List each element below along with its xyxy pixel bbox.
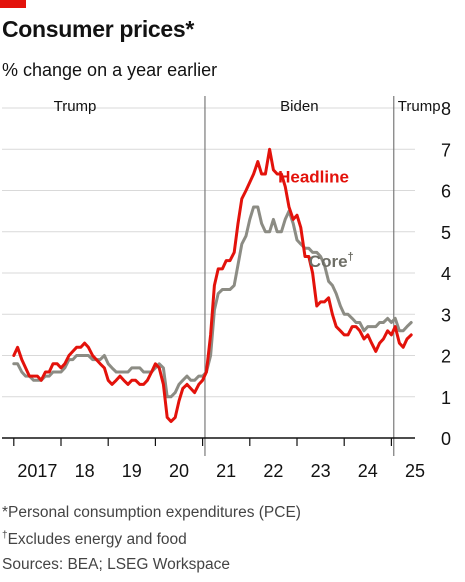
footnote-pce: *Personal consumption expenditures (PCE)	[2, 504, 301, 521]
x-tick-label: 18	[75, 461, 95, 481]
series-lines	[12, 147, 413, 423]
x-tick-label: 19	[122, 461, 142, 481]
x-tick-label: 23	[311, 461, 331, 481]
era-annotations: Trump Biden Trump	[54, 96, 441, 456]
x-tick-label: 22	[263, 461, 283, 481]
dagger-mark: †	[2, 530, 8, 541]
y-tick-label: 4	[441, 264, 451, 284]
core-line	[12, 205, 413, 399]
era-label: Trump	[398, 98, 441, 115]
x-tick-label: 25	[405, 461, 425, 481]
y-tick-label: 6	[441, 182, 451, 202]
headline-label: Headline	[278, 167, 349, 186]
era-label: Trump	[54, 98, 97, 115]
dagger-mark: †	[348, 251, 354, 263]
core-label: Core†	[309, 251, 354, 271]
x-tick-label: 21	[216, 461, 236, 481]
y-tick-label: 3	[441, 305, 451, 325]
chart-subtitle: % change on a year earlier	[2, 60, 218, 80]
series-labels: Headline Core†	[278, 167, 354, 271]
y-tick-label: 5	[441, 223, 451, 243]
era-label: Biden	[280, 98, 318, 115]
y-tick-label: 0	[441, 429, 451, 449]
y-tick-label: 2	[441, 347, 451, 367]
y-tick-label: 1	[441, 388, 451, 408]
x-tick-label: 20	[169, 461, 189, 481]
brand-tag	[0, 0, 26, 8]
footnote-core-text: Excludes energy and food	[7, 531, 187, 549]
x-tick-label: 2017	[17, 461, 57, 481]
source-note: Sources: BEA; LSEG Workspace	[2, 556, 231, 573]
headline-line	[12, 147, 413, 423]
x-tick-label: 24	[358, 461, 378, 481]
footnote-core: †Excludes energy and food	[2, 530, 187, 549]
chart-title: Consumer prices*	[2, 16, 195, 42]
y-tick-label: 7	[441, 140, 451, 160]
y-tick-label: 8	[441, 99, 451, 119]
